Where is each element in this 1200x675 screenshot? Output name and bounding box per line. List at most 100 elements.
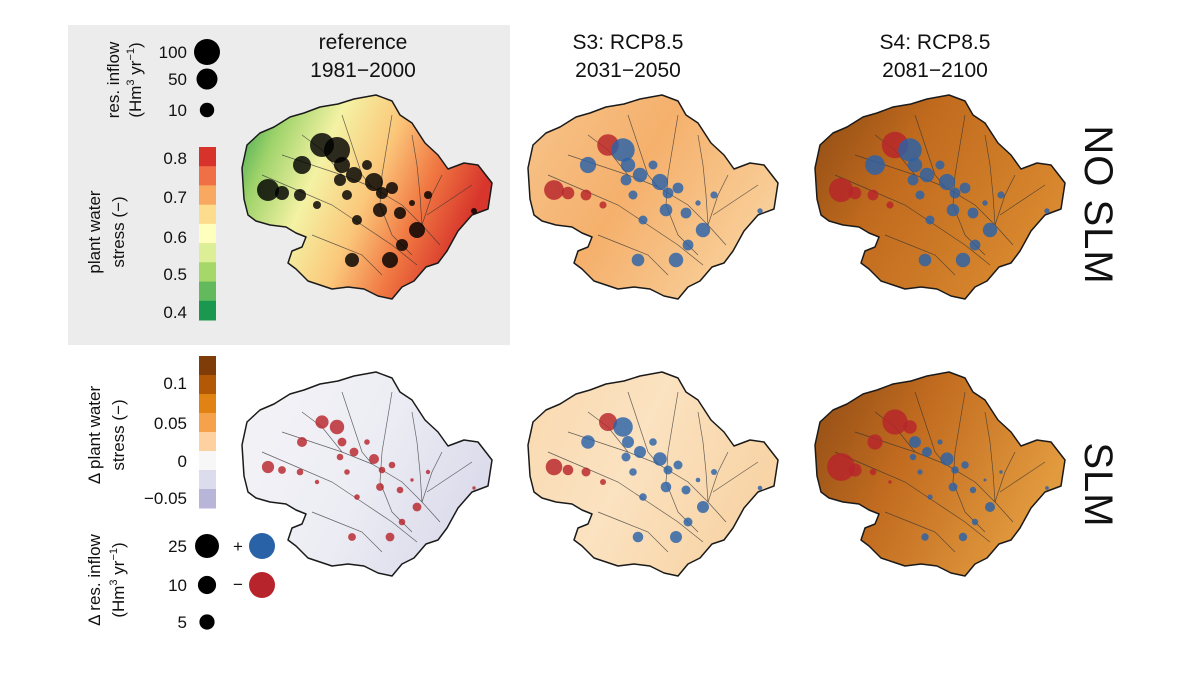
reservoir-circle bbox=[922, 447, 932, 457]
stress-colorbar-tick: 0.5 bbox=[163, 265, 187, 284]
reservoir-circle bbox=[757, 208, 763, 214]
reservoir-circle bbox=[907, 157, 923, 173]
river bbox=[999, 184, 1046, 216]
reservoir-circle bbox=[334, 174, 346, 186]
reservoir-circle bbox=[545, 458, 563, 476]
reservoir-circle bbox=[946, 203, 960, 217]
reservoir-circle bbox=[683, 517, 693, 527]
reservoir-circle bbox=[620, 174, 632, 186]
reservoir-circle bbox=[948, 482, 958, 492]
reservoir-circle bbox=[955, 252, 971, 268]
river bbox=[834, 174, 991, 266]
reservoir-circle bbox=[659, 203, 673, 217]
river bbox=[421, 451, 443, 503]
reservoir-circle bbox=[386, 182, 398, 194]
stress-colorbar-swatch bbox=[199, 281, 216, 302]
delta-inflow-legend-label: 10 bbox=[168, 576, 187, 595]
reservoir-circle bbox=[628, 190, 638, 200]
river bbox=[597, 234, 669, 276]
stress-colorbar-swatch bbox=[199, 147, 216, 167]
reservoir-circle bbox=[660, 481, 672, 493]
reservoir-circle bbox=[888, 480, 892, 484]
inflow-legend-circle bbox=[199, 102, 215, 118]
reservoir-circle bbox=[711, 469, 717, 475]
river bbox=[884, 511, 956, 553]
river bbox=[426, 461, 473, 493]
delta-stress-legend-title-line1: Δ plant water bbox=[85, 386, 104, 485]
reservoir-circle bbox=[424, 191, 432, 199]
river bbox=[547, 174, 704, 266]
reservoir-circle bbox=[275, 186, 289, 200]
river bbox=[261, 174, 418, 266]
reservoir-circle bbox=[967, 207, 979, 219]
river bbox=[834, 451, 991, 543]
row-label-slm: SLM bbox=[1076, 442, 1120, 527]
reservoir-circle bbox=[613, 417, 633, 437]
map-reference-slm bbox=[241, 371, 493, 577]
column-title-s4-line1: S4: RCP8.5 bbox=[880, 31, 991, 54]
reservoir-circle bbox=[1044, 208, 1050, 214]
reservoir-circle bbox=[632, 167, 648, 183]
reservoir-circle bbox=[969, 239, 981, 251]
stress-colorbar-tick: 0.6 bbox=[163, 228, 187, 247]
catchment-outline bbox=[527, 94, 779, 300]
river bbox=[884, 234, 956, 276]
map-s4-slm bbox=[814, 371, 1066, 577]
reservoir-circle bbox=[352, 215, 362, 225]
reservoir-circle bbox=[342, 190, 352, 200]
reservoir-circle bbox=[869, 468, 877, 476]
reservoir-circle bbox=[622, 436, 634, 448]
reservoir-circle bbox=[410, 478, 414, 482]
reservoir-circle bbox=[344, 469, 350, 475]
reservoir-circle bbox=[925, 215, 935, 225]
delta-stress-colorbar-swatch bbox=[199, 356, 216, 376]
delta-inflow-legend-circle bbox=[197, 575, 217, 595]
reservoir-circle bbox=[425, 469, 431, 475]
reservoir-circle bbox=[394, 207, 406, 219]
reservoir-circle bbox=[634, 446, 646, 458]
reservoir-circle bbox=[376, 187, 388, 199]
reservoir-circle bbox=[365, 173, 383, 191]
reservoir-circle bbox=[581, 435, 595, 449]
delta-stress-colorbar-swatch bbox=[199, 432, 216, 452]
reservoir-circle bbox=[919, 167, 935, 183]
delta-stress-colorbar-swatch bbox=[199, 451, 216, 471]
reservoir-circle bbox=[940, 452, 954, 466]
river bbox=[597, 511, 669, 553]
catchment-outline bbox=[527, 371, 779, 577]
river bbox=[627, 391, 659, 465]
reservoir-circle bbox=[927, 494, 933, 500]
reservoir-circle bbox=[561, 186, 575, 200]
reservoir-circle bbox=[682, 239, 694, 251]
reservoir-circle bbox=[620, 157, 636, 173]
reservoir-circle bbox=[827, 453, 855, 481]
reservoir-circle bbox=[632, 531, 644, 543]
reservoir-circle bbox=[648, 160, 658, 170]
stress-colorbar-tick: 0.4 bbox=[163, 303, 187, 322]
reservoir-circle bbox=[382, 252, 398, 268]
delta-inflow-increase-swatch bbox=[249, 533, 275, 559]
reservoir-circle bbox=[961, 461, 969, 469]
stress-colorbar: 0.8 0.7 0.6 0.5 0.4 bbox=[163, 147, 216, 322]
delta-stress-colorbar-tick: 0.05 bbox=[154, 414, 187, 433]
map-panels bbox=[241, 94, 1066, 577]
delta-inflow-legend-label: 25 bbox=[168, 537, 187, 556]
reservoir-circle bbox=[680, 207, 692, 219]
delta-inflow-legend-circle bbox=[199, 614, 215, 630]
reservoir-circle bbox=[562, 464, 574, 476]
delta-stress-colorbar-swatch bbox=[199, 375, 216, 395]
river bbox=[311, 234, 383, 276]
inflow-legend-title-line1: res. inflow bbox=[104, 41, 123, 118]
reservoir-circle bbox=[937, 439, 943, 445]
reservoir-circle bbox=[293, 156, 311, 174]
catchment-outline bbox=[241, 94, 493, 300]
delta-inflow-size-legend: 25 10 5 bbox=[168, 534, 219, 632]
reservoir-circle bbox=[681, 485, 691, 495]
delta-inflow-legend-title-line2: (Hm3 yr−1) bbox=[108, 542, 128, 617]
map-s3-slm bbox=[527, 371, 779, 577]
reservoir-circle bbox=[695, 200, 701, 206]
reservoir-circle bbox=[409, 222, 425, 238]
reservoir-circle bbox=[337, 437, 347, 447]
reservoir-circle bbox=[472, 486, 476, 490]
